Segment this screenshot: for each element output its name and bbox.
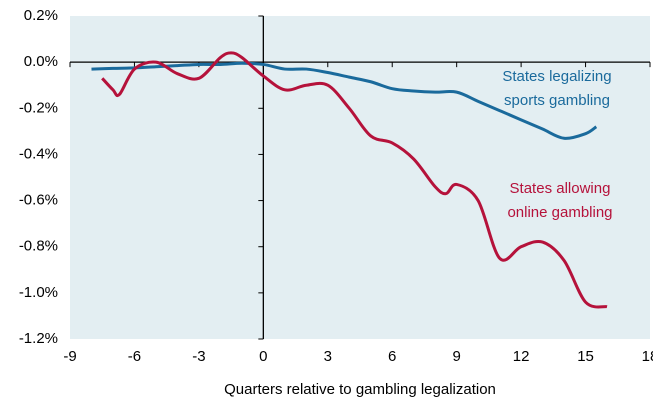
x-tick-label: 6 <box>388 348 396 365</box>
series-line <box>91 61 598 140</box>
annotation: States legalizing <box>502 68 611 85</box>
y-tick-label: -1.0% <box>19 284 58 301</box>
annotation: sports gambling <box>504 92 610 109</box>
x-tick-label: 9 <box>452 348 460 365</box>
y-tick-label: -0.4% <box>19 145 58 162</box>
plot-background <box>70 16 650 339</box>
x-tick-label: -3 <box>192 348 205 365</box>
x-axis-label: Quarters relative to gambling legalizati… <box>224 381 496 398</box>
y-tick-label: -1.2% <box>19 330 58 347</box>
x-tick-label: 12 <box>513 348 530 365</box>
y-tick-label: 0.0% <box>24 53 58 70</box>
x-tick-label: -9 <box>63 348 76 365</box>
y-tick-label: -0.6% <box>19 192 58 209</box>
annotation: online gambling <box>507 204 612 221</box>
annotation: States allowing <box>510 180 611 197</box>
x-tick-label: -6 <box>128 348 141 365</box>
x-tick-label: 0 <box>259 348 267 365</box>
y-tick-label: -0.8% <box>19 238 58 255</box>
series-line <box>101 51 608 309</box>
x-tick-label: 3 <box>324 348 332 365</box>
y-tick-label: -0.2% <box>19 99 58 116</box>
x-tick-label: 15 <box>577 348 594 365</box>
x-tick-label: 18 <box>642 348 653 365</box>
y-tick-label: 0.2% <box>24 7 58 24</box>
